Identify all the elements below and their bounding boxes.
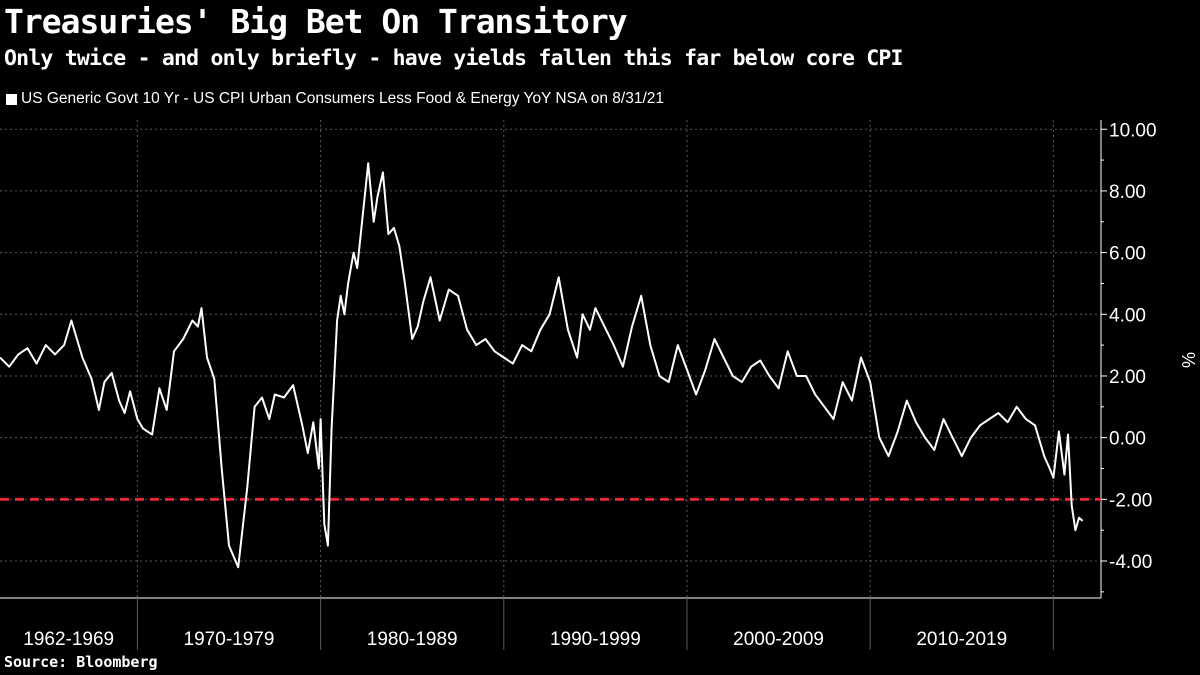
x-category-label: 1990-1999 bbox=[550, 629, 641, 650]
legend-label: US Generic Govt 10 Yr - US CPI Urban Con… bbox=[21, 90, 665, 107]
legend: US Generic Govt 10 Yr - US CPI Urban Con… bbox=[6, 90, 664, 108]
y-tick-label: 2.00 bbox=[1109, 367, 1146, 388]
y-tick-label: 8.00 bbox=[1109, 182, 1146, 203]
x-category-label: 1962-1969 bbox=[23, 629, 114, 650]
y-tick-label: -2.00 bbox=[1109, 490, 1152, 511]
y-axis-label: % bbox=[1178, 352, 1198, 368]
x-category-label: 1970-1979 bbox=[184, 629, 275, 650]
source-note: Source: Bloomberg bbox=[4, 653, 158, 671]
chart-title: Treasuries' Big Bet On Transitory bbox=[4, 2, 628, 41]
legend-swatch bbox=[6, 93, 17, 105]
y-tick-label: -4.00 bbox=[1109, 552, 1152, 573]
y-tick-label: 10.00 bbox=[1109, 120, 1157, 141]
x-category-label: 1980-1989 bbox=[367, 629, 458, 650]
y-tick-label: 0.00 bbox=[1109, 429, 1146, 450]
y-tick-label: 6.00 bbox=[1109, 244, 1146, 265]
x-category-label: 2000-2009 bbox=[733, 629, 824, 650]
x-category-label: 2010-2019 bbox=[916, 629, 1007, 650]
chart-subtitle: Only twice - and only briefly - have yie… bbox=[4, 46, 903, 71]
y-tick-label: 4.00 bbox=[1109, 305, 1146, 326]
series-line bbox=[0, 162, 1084, 569]
